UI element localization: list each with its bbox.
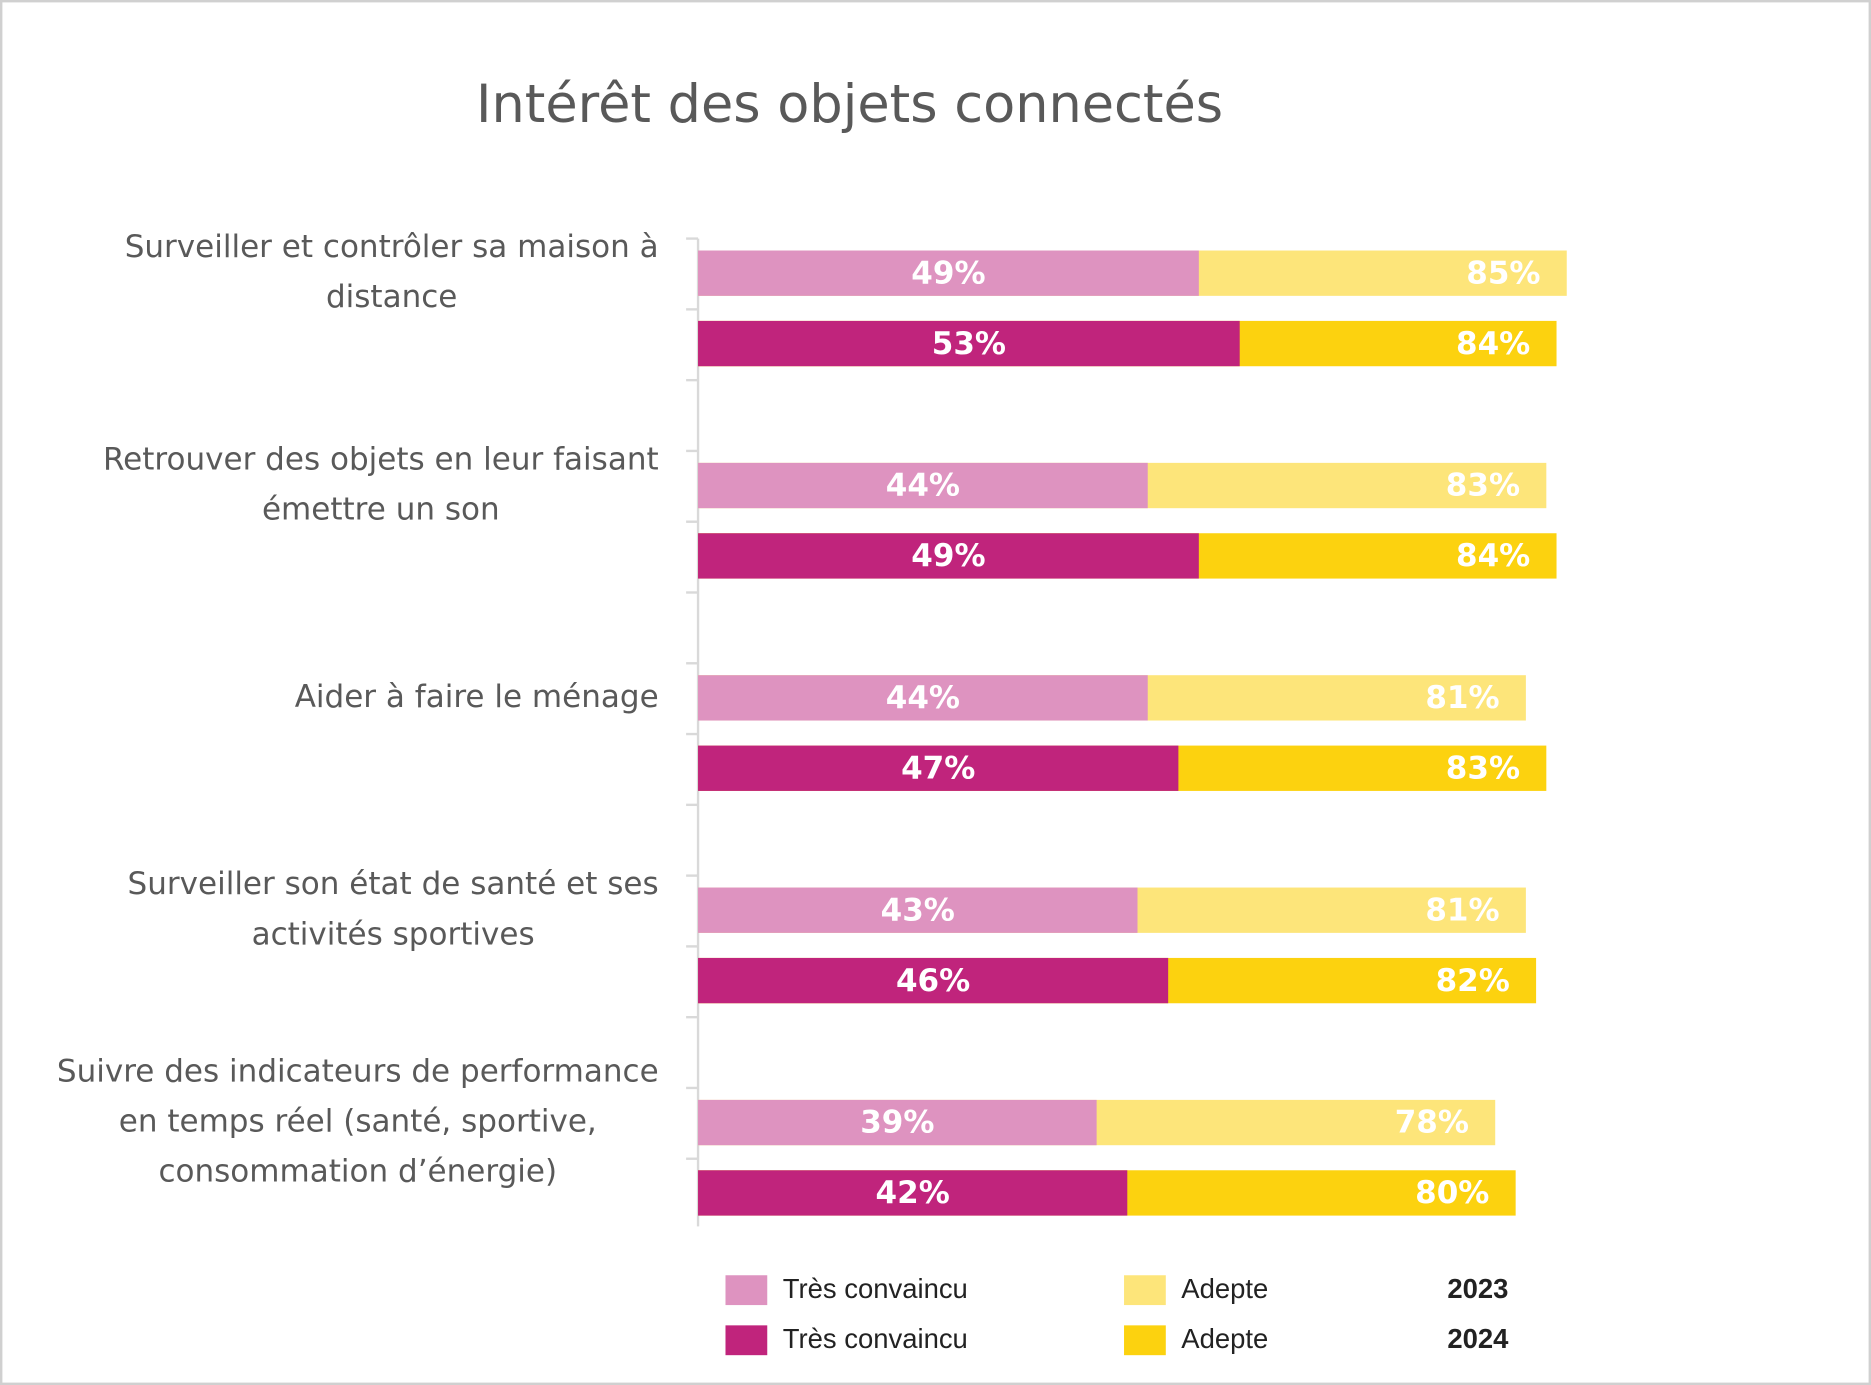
value-label: 53% — [932, 326, 1006, 362]
value-label: 80% — [1415, 1175, 1489, 1211]
value-label: 84% — [1456, 538, 1530, 574]
value-label: 42% — [876, 1175, 950, 1211]
category-label: Suivre des indicateurs de performance en … — [57, 1053, 659, 1189]
category-label: Surveiller son état de santé et ses activ… — [128, 866, 659, 952]
value-label: 44% — [886, 680, 960, 716]
legend-label: Très convaincu — [783, 1273, 968, 1304]
value-label: 81% — [1425, 680, 1499, 716]
legend-swatch — [1124, 1275, 1166, 1306]
legend-label: Adepte — [1181, 1273, 1268, 1304]
value-label: 44% — [886, 468, 960, 504]
legend-label: Adepte — [1181, 1323, 1268, 1354]
bar — [698, 250, 1199, 296]
value-label: 43% — [881, 892, 955, 928]
bar — [698, 887, 1138, 933]
bar — [698, 320, 1240, 367]
value-label: 83% — [1446, 750, 1520, 786]
legend-swatch — [725, 1275, 768, 1306]
value-label: 81% — [1425, 892, 1499, 928]
bar — [698, 1170, 1128, 1216]
bar — [698, 745, 1179, 791]
bar — [698, 675, 1148, 721]
bar — [698, 1099, 1097, 1146]
value-label: 85% — [1466, 255, 1540, 291]
bar — [698, 957, 1169, 1004]
value-label: 39% — [860, 1105, 934, 1141]
value-label: 46% — [896, 963, 970, 999]
legend-swatch — [725, 1325, 768, 1356]
value-label: 78% — [1395, 1105, 1469, 1141]
legend-swatch — [1124, 1325, 1166, 1356]
value-label: 49% — [911, 538, 985, 574]
legend-group: 2023 — [1447, 1273, 1508, 1304]
category-label: Surveiller et contrôler sa maison à dista… — [125, 229, 659, 315]
value-label: 49% — [911, 255, 985, 291]
bar — [698, 533, 1199, 579]
bar — [698, 462, 1148, 509]
value-label: 83% — [1446, 468, 1520, 504]
value-label: 47% — [901, 750, 975, 786]
category-label: Retrouver des objets en leur faisant émet… — [103, 441, 659, 527]
value-label: 84% — [1456, 326, 1530, 362]
legend-group: 2024 — [1447, 1323, 1509, 1354]
legend-label: Très convaincu — [783, 1323, 968, 1354]
value-label: 82% — [1436, 963, 1510, 999]
chart-title: Intérêt des objets connectés — [476, 74, 1223, 135]
category-label: Aider à faire le ménage — [295, 679, 659, 715]
